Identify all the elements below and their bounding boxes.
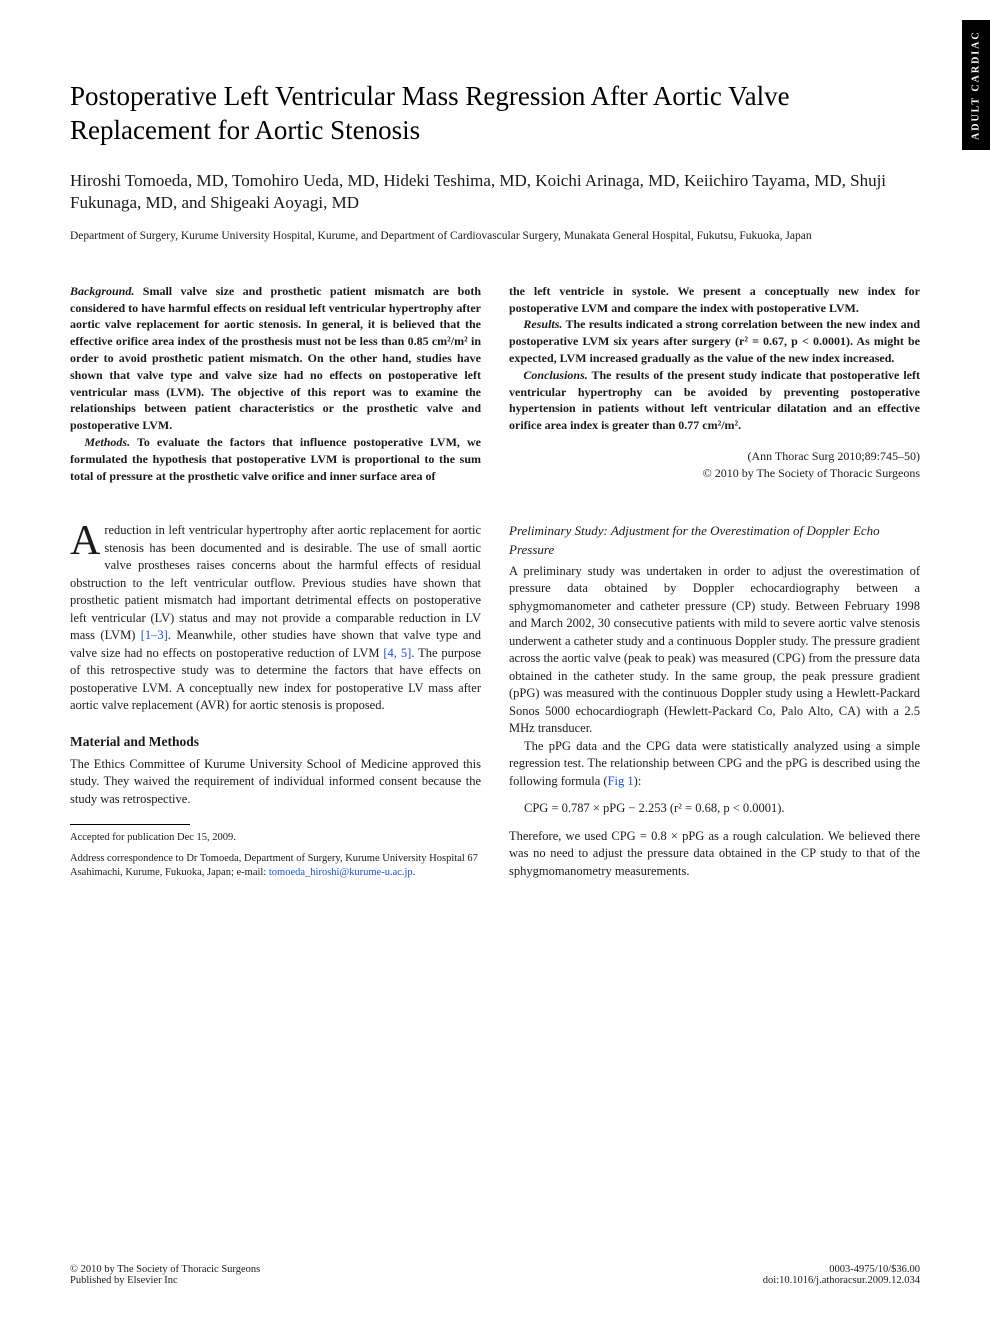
correspondence-note: Address correspondence to Dr Tomoeda, De… [70,852,481,880]
journal-citation: (Ann Thorac Surg 2010;89:745–50) [509,448,920,465]
methods-label: Methods. [84,435,130,449]
accepted-note: Accepted for publication Dec 15, 2009. [70,831,481,845]
regression-formula: CPG = 0.787 × pPG − 2.253 (r² = 0.68, p … [524,800,920,818]
article-title: Postoperative Left Ventricular Mass Regr… [70,80,920,148]
background-label: Background. [70,284,134,298]
conclusions-label: Conclusions. [523,368,587,382]
intro-text-1: reduction in left ventricular hypertroph… [70,523,481,642]
affiliation-line: Department of Surgery, Kurume University… [70,229,920,245]
footnote-rule [70,824,190,825]
authors-line: Hiroshi Tomoeda, MD, Tomohiro Ueda, MD, … [70,170,920,216]
results-text: The results indicated a strong correlati… [509,317,920,365]
abstract-left-column: Background. Small valve size and prosthe… [70,283,481,485]
body-container: A reduction in left ventricular hypertro… [70,522,920,880]
dropcap: A [70,522,104,560]
citation-block: (Ann Thorac Surg 2010;89:745–50) © 2010 … [509,448,920,482]
section-tab: ADULT CARDIAC [962,20,990,150]
correspondence-email-link[interactable]: tomoeda_hiroshi@kurume-u.ac.jp [269,867,413,878]
materials-body: The Ethics Committee of Kurume Universit… [70,756,481,809]
footer-right: 0003-4975/10/$36.00 doi:10.1016/j.athora… [763,1264,920,1286]
figure-1-link[interactable]: Fig 1 [608,774,634,788]
footer-publisher: Published by Elsevier Inc [70,1275,260,1286]
methods-text: To evaluate the factors that influence p… [70,435,481,483]
footer-doi: doi:10.1016/j.athoracsur.2009.12.034 [763,1275,920,1286]
results-label: Results. [523,317,562,331]
abstract-copyright: © 2010 by The Society of Thoracic Surgeo… [509,465,920,482]
correspondence-period: . [413,867,416,878]
abstract-container: Background. Small valve size and prosthe… [70,283,920,485]
body-left-column: A reduction in left ventricular hypertro… [70,522,481,880]
preliminary-p2b: ): [634,774,642,788]
background-text: Small valve size and prosthetic patient … [70,284,481,432]
footer-left: © 2010 by The Society of Thoracic Surgeo… [70,1264,260,1286]
reference-link-4-5[interactable]: [4, 5] [383,646,411,660]
preliminary-heading: Preliminary Study: Adjustment for the Ov… [509,522,920,558]
footer-copyright: © 2010 by The Society of Thoracic Surgeo… [70,1264,260,1275]
preliminary-p3: Therefore, we used CPG = 0.8 × pPG as a … [509,828,920,881]
preliminary-p1: A preliminary study was undertaken in or… [509,563,920,738]
footer-issn-price: 0003-4975/10/$36.00 [763,1264,920,1275]
materials-heading: Material and Methods [70,733,481,752]
reference-link-1-3[interactable]: [1–3] [141,628,168,642]
page-footer: © 2010 by The Society of Thoracic Surgeo… [70,1264,920,1286]
abstract-right-column: the left ventricle in systole. We presen… [509,283,920,485]
methods-continuation: the left ventricle in systole. We presen… [509,284,920,315]
preliminary-p2a: The pPG data and the CPG data were stati… [509,739,920,788]
body-right-column: Preliminary Study: Adjustment for the Ov… [509,522,920,880]
